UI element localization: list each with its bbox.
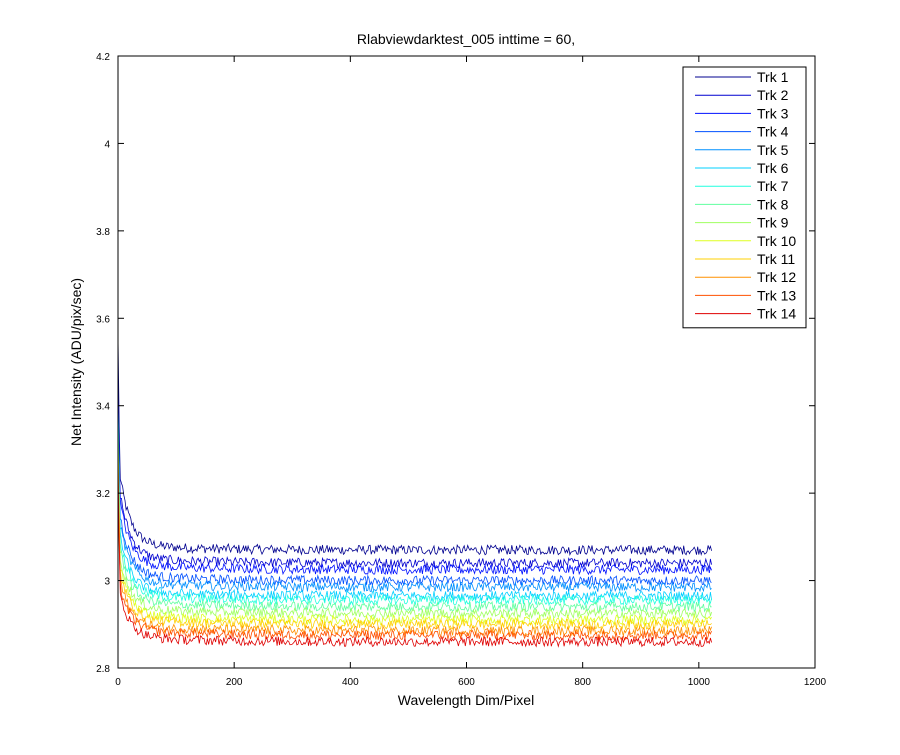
legend-label: Trk 10: [757, 233, 796, 249]
series-line-trk-13: [117, 466, 712, 641]
y-tick-label: 3: [104, 577, 110, 588]
y-tick-label: 3.8: [96, 227, 110, 238]
x-tick-label: 0: [115, 677, 121, 688]
series-line-trk-8: [117, 423, 712, 613]
x-tick-label: 1200: [804, 677, 827, 688]
series-line-trk-6: [117, 405, 712, 603]
x-axis: 0 200 400 600 800 1000 1200: [115, 56, 827, 688]
legend-label: Trk 8: [757, 196, 789, 212]
x-tick-label: 600: [458, 677, 475, 688]
legend-label: Trk 5: [757, 142, 789, 158]
series-line-trk-11: [117, 449, 712, 631]
legend-label: Trk 3: [757, 105, 789, 121]
y-tick-label: 3.2: [96, 489, 110, 500]
series-layer: [117, 335, 712, 648]
y-tick-label: 4.2: [96, 52, 110, 63]
y-tick-label: 4: [104, 139, 110, 150]
y-axis-label: Net Intensity (ADU/pix/sec): [68, 278, 84, 446]
series-line-trk-7: [117, 414, 712, 607]
series-line-trk-14: [117, 475, 712, 648]
series-line-trk-1: [117, 335, 712, 556]
y-tick-label: 3.6: [96, 314, 110, 325]
x-tick-label: 1000: [688, 677, 711, 688]
series-line-trk-10: [117, 440, 712, 627]
legend-box: [682, 66, 807, 329]
x-tick-label: 400: [342, 677, 359, 688]
legend-label: Trk 4: [757, 124, 789, 140]
legend-label: Trk 6: [757, 160, 789, 176]
x-axis-label: Wavelength Dim/Pixel: [398, 692, 534, 708]
series-line-trk-12: [117, 458, 712, 637]
legend-label: Trk 9: [757, 215, 789, 231]
series-line-trk-9: [117, 431, 712, 620]
legend: Trk 1 Trk 2 Trk 3 Trk 4 Trk 5 Trk 6 Trk 7 Trk 8…: [682, 66, 807, 329]
chart-title: Rlabviewdarktest_005 inttime = 60,: [357, 31, 575, 47]
legend-label: Trk 13: [757, 287, 796, 303]
series-line-trk-5: [117, 405, 712, 593]
y-tick-label: 2.8: [96, 664, 110, 675]
x-tick-label: 800: [574, 677, 591, 688]
series-line-trk-3: [117, 396, 712, 576]
x-tick-label: 200: [226, 677, 243, 688]
legend-label: Trk 1: [757, 69, 789, 85]
series-line-trk-4: [117, 405, 712, 587]
legend-label: Trk 14: [757, 306, 796, 322]
legend-label: Trk 2: [757, 87, 789, 103]
legend-label: Trk 7: [757, 178, 789, 194]
legend-label: Trk 11: [757, 251, 795, 267]
y-axis: 2.8 3 3.2 3.4 3.6 3.8 4 4.2: [96, 52, 815, 675]
legend-label: Trk 12: [757, 269, 796, 285]
y-tick-label: 3.4: [96, 402, 110, 413]
